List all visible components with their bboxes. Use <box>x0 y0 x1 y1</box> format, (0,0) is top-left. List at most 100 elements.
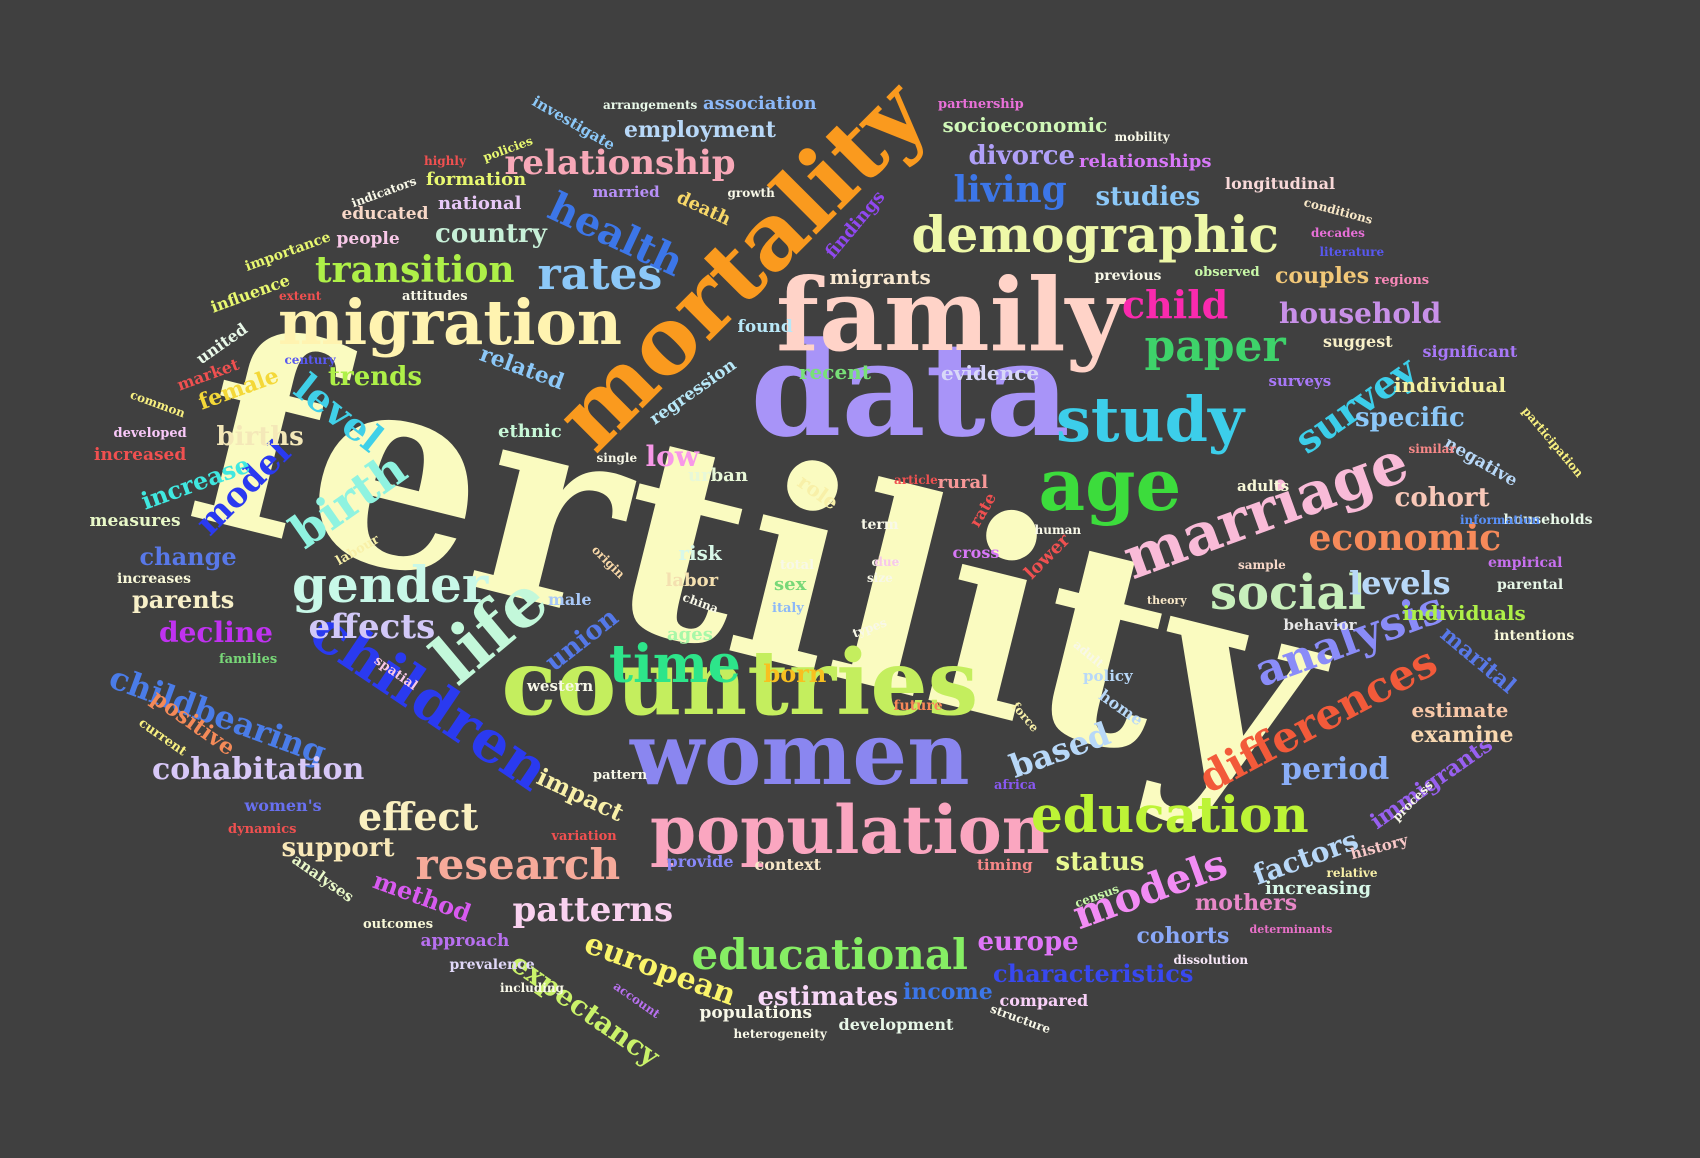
word-social: social <box>1210 565 1366 621</box>
word-parental: parental <box>1497 577 1564 593</box>
word-socioeconomic: socioeconomic <box>942 113 1108 137</box>
word-effect: effect <box>358 794 479 839</box>
word-transition: transition <box>315 249 515 291</box>
word-child: child <box>1122 282 1229 327</box>
word-observed: observed <box>1194 264 1260 280</box>
word-status: status <box>1055 847 1145 877</box>
word-rates: rates <box>537 249 663 300</box>
word-development: development <box>838 1015 954 1034</box>
word-partnership: partnership <box>938 96 1024 112</box>
word-age: age <box>1038 442 1182 527</box>
word-attitudes: attitudes <box>402 288 468 304</box>
word-patterns: patterns <box>512 890 674 930</box>
word-parents: parents <box>132 585 235 614</box>
word-information: information <box>1460 513 1541 527</box>
word-due: due <box>874 555 900 569</box>
word-migration: migration <box>278 286 622 359</box>
word-evidence: evidence <box>941 361 1040 385</box>
word-heterogeneity: heterogeneity <box>733 1027 827 1041</box>
word-families: families <box>219 651 278 667</box>
word-provide: provide <box>666 852 734 871</box>
word-africa: africa <box>994 777 1037 793</box>
word-surveys: surveys <box>1268 371 1332 390</box>
word-births: births <box>216 422 304 452</box>
word-common: common <box>127 387 187 421</box>
word-country: country <box>435 219 547 249</box>
word-decades: decades <box>1311 226 1365 240</box>
word-term: term <box>861 517 899 533</box>
word-national: national <box>438 193 522 214</box>
word-variation: variation <box>551 828 617 844</box>
word-outcomes: outcomes <box>363 916 434 932</box>
word-economic: economic <box>1308 517 1502 559</box>
word-relationship: relationship <box>504 143 736 183</box>
word-dissolution: dissolution <box>1173 953 1249 967</box>
word-similar: similar <box>1408 442 1456 456</box>
word-cohorts: cohorts <box>1136 923 1230 949</box>
word-arrangements: arrangements <box>603 98 698 112</box>
word-recent: recent <box>799 360 871 384</box>
word-support: support <box>281 833 395 863</box>
word-history: history <box>1348 830 1410 863</box>
word-prevalence: prevalence <box>449 957 535 973</box>
word-significant: significant <box>1422 342 1518 361</box>
word-article: article <box>894 473 938 487</box>
word-family: family <box>776 256 1124 374</box>
word-intentions: intentions <box>1494 628 1575 644</box>
word-single: single <box>596 451 638 465</box>
word-ages: ages <box>667 624 713 645</box>
word-urban: urban <box>688 465 748 486</box>
word-married: married <box>592 182 660 201</box>
word-previous: previous <box>1094 268 1162 284</box>
word-effects: effects <box>308 607 436 647</box>
word-highly: highly <box>424 154 466 168</box>
word-populations: populations <box>699 1002 813 1023</box>
word-behavior: behavior <box>1283 615 1357 634</box>
word-employment: employment <box>624 117 776 143</box>
word-population: population <box>650 791 1050 869</box>
word-century: century <box>284 353 336 367</box>
word-relationships: relationships <box>1079 151 1212 172</box>
word-specific: specific <box>1355 403 1465 433</box>
word-conditions: conditions <box>1301 195 1374 227</box>
word-change: change <box>139 542 237 571</box>
word-human: human <box>1034 523 1082 537</box>
word-cohabitation: cohabitation <box>152 752 365 787</box>
word-developed: developed <box>113 425 187 441</box>
word-policy: policy <box>1083 666 1133 685</box>
word-timing: timing <box>977 855 1033 874</box>
word-cross: cross <box>952 543 1000 562</box>
word-countries: countries <box>501 630 979 736</box>
word-low: low <box>645 440 699 473</box>
word-mothers: mothers <box>1195 890 1298 916</box>
word-risk: risk <box>678 541 722 565</box>
word-people: people <box>336 228 400 249</box>
word-living: living <box>953 169 1067 211</box>
word-death: death <box>672 186 734 231</box>
word-gender: gender <box>292 555 489 614</box>
word-data: data <box>750 313 1070 466</box>
word-born: born <box>763 659 827 688</box>
word-estimates: estimates <box>757 982 899 1012</box>
word-italy: italy <box>772 600 804 616</box>
word-study: study <box>1056 383 1244 456</box>
word-measures: measures <box>89 510 181 531</box>
word-ethnic: ethnic <box>498 421 562 442</box>
word-household: household <box>1279 297 1442 330</box>
word-male: male <box>548 590 592 609</box>
word-levels: levels <box>1349 564 1451 602</box>
word-dynamics: dynamics <box>228 821 297 837</box>
word-trends: trends <box>328 362 422 392</box>
word-future: future <box>893 698 943 714</box>
word-found: found <box>737 316 793 337</box>
word-including: including <box>500 981 564 995</box>
word-literature: literature <box>1319 245 1385 259</box>
word-sex: sex <box>774 574 807 595</box>
word-demographic: demographic <box>911 205 1279 264</box>
word-examine: examine <box>1410 722 1514 748</box>
word-mobility: mobility <box>1114 130 1170 144</box>
word-labor: labor <box>665 570 719 591</box>
word-paper: paper <box>1144 321 1286 372</box>
word-regions: regions <box>1374 272 1430 288</box>
